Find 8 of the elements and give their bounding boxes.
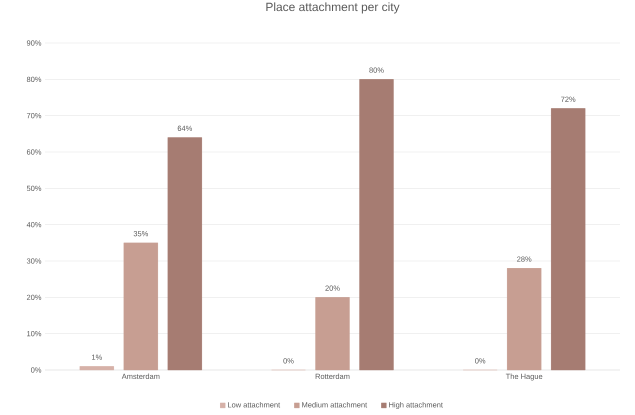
bar <box>550 108 586 370</box>
chart-title: Place attachment per city <box>266 2 400 14</box>
bar <box>506 268 542 370</box>
bar <box>315 297 350 370</box>
bar <box>168 137 202 370</box>
bar <box>124 242 158 370</box>
bar <box>359 79 394 370</box>
bar <box>80 366 114 370</box>
